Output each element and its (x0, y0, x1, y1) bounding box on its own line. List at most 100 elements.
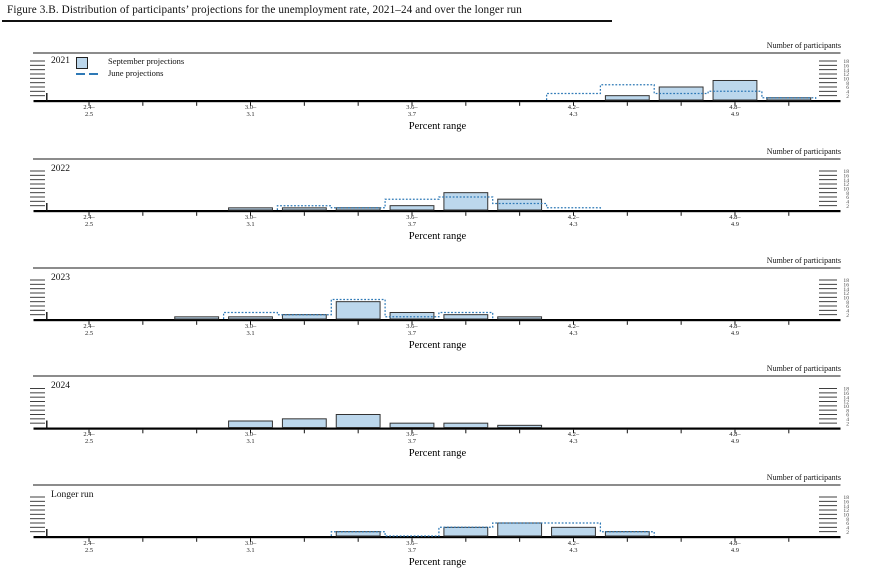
september-bar (281, 418, 327, 428)
right-y-tick-label: 10 (843, 77, 849, 83)
right-y-tick-label: 6 (846, 521, 849, 527)
x-tick-label: 3.0– 3.1 (244, 322, 257, 337)
x-tick-label: 4.8– 4.9 (729, 322, 741, 337)
september-bar (766, 97, 812, 101)
right-y-tick-label: 18 (843, 169, 849, 175)
x-tick-label: 4.8– 4.9 (729, 539, 741, 554)
september-bar (497, 198, 543, 211)
right-y-tick-label: 12 (843, 400, 849, 406)
right-y-tick-label: 6 (846, 413, 849, 419)
x-axis-title-2021: Percent range (408, 121, 467, 132)
legend-june-label: June projections (108, 67, 164, 78)
september-bar (389, 205, 435, 211)
september-bar (497, 424, 543, 429)
legend-september-label: September projections (108, 55, 185, 66)
right-y-tick-label: 4 (846, 200, 849, 206)
june-projection-line (330, 522, 655, 537)
september-bar (604, 95, 650, 101)
right-y-tick-label: 4 (846, 90, 849, 96)
right-y-tick-label: 14 (843, 504, 849, 510)
right-y-tick-label: 4 (846, 309, 849, 315)
x-axis-baseline (33, 319, 841, 322)
right-y-tick-label: 8 (846, 300, 849, 306)
right-y-tick-label: 18 (843, 387, 849, 393)
panel-label-2022: 2022 (51, 164, 70, 174)
september-bar (712, 79, 758, 101)
right-y-tick-label: 4 (846, 417, 849, 423)
x-tick-label: 3.6– 3.7 (406, 539, 418, 554)
right-y-tick-label: 14 (843, 178, 849, 184)
legend-september-swatch (76, 57, 88, 69)
x-tick-label: 3.6– 3.7 (406, 322, 418, 337)
right-y-tick-label: 8 (846, 408, 849, 414)
x-tick-label: 3.6– 3.7 (406, 431, 418, 446)
september-bar (228, 420, 273, 429)
x-axis-title-2023: Percent range (408, 340, 467, 351)
right-y-tick-label: 8 (846, 191, 849, 197)
right-y-tick-label: 2 (846, 313, 849, 319)
right-y-tick-label: 2 (846, 204, 849, 210)
right-y-tick-label: 14 (843, 395, 849, 401)
september-bar (389, 311, 435, 320)
september-bar (443, 526, 489, 537)
figure-title: Figure 3.B. Distribution of participants… (7, 4, 522, 16)
x-tick-label: 4.2– 4.3 (567, 103, 580, 118)
right-y-tick-label: 12 (843, 508, 849, 514)
june-projection-line (222, 298, 494, 319)
panel-label-2024: 2024 (51, 381, 70, 391)
x-axis-title-2024: Percent range (408, 448, 467, 459)
september-bar (443, 192, 489, 211)
panel-label-2023: 2023 (51, 273, 70, 283)
september-bar (228, 207, 273, 211)
right-y-tick-label: 2 (846, 94, 849, 100)
right-y-tick-label: 16 (843, 64, 849, 70)
september-bar (497, 316, 543, 320)
right-axis-title-2024: Number of participants (766, 364, 841, 373)
right-y-tick-label: 2 (846, 530, 849, 536)
right-y-tick-label: 10 (843, 513, 849, 519)
right-y-tick-label: 18 (843, 495, 849, 501)
september-bar (281, 314, 327, 320)
right-axis-title-2022: Number of participants (766, 147, 841, 156)
right-axis-title-longer-run: Number of participants (766, 473, 841, 482)
right-axis-title-2023: Number of participants (766, 256, 841, 265)
x-tick-label: 3.0– 3.1 (244, 103, 257, 118)
x-axis-title-2022: Percent range (408, 231, 467, 242)
september-bar (335, 531, 381, 537)
right-y-tick-label: 10 (843, 404, 849, 410)
september-bar (281, 207, 327, 211)
right-y-tick-label: 16 (843, 174, 849, 180)
x-tick-label: 4.2– 4.3 (567, 322, 580, 337)
title-underline (2, 19, 612, 22)
x-tick-label: 3.0– 3.1 (244, 539, 257, 554)
right-y-tick-label: 12 (843, 291, 849, 297)
right-y-tick-label: 14 (843, 287, 849, 293)
right-y-tick-label: 2 (846, 421, 849, 427)
x-tick-label: 2.4– 2.5 (83, 431, 95, 446)
x-tick-label: 3.0– 3.1 (244, 213, 257, 228)
right-axis-title-2021: Number of participants (766, 41, 841, 50)
september-bar (551, 526, 596, 537)
right-y-tick-label: 6 (846, 195, 849, 201)
right-y-tick-label: 12 (843, 72, 849, 78)
right-y-tick-label: 12 (843, 182, 849, 188)
x-tick-label: 4.8– 4.9 (729, 213, 741, 228)
september-bar (443, 314, 489, 320)
right-y-tick-label: 16 (843, 283, 849, 289)
x-tick-label: 4.2– 4.3 (567, 431, 580, 446)
x-tick-label: 4.2– 4.3 (567, 539, 580, 554)
june-projection-line (545, 84, 817, 100)
right-y-tick-label: 10 (843, 296, 849, 302)
x-tick-label: 3.6– 3.7 (406, 103, 418, 118)
x-axis-baseline (33, 210, 841, 213)
right-y-tick-label: 8 (846, 81, 849, 87)
panel-label-longer-run: Longer run (51, 490, 94, 500)
panel-label-2021: 2021 (51, 56, 70, 66)
september-bar (389, 422, 435, 428)
right-y-tick-label: 18 (843, 59, 849, 65)
x-axis-baseline (33, 100, 841, 103)
right-y-tick-label: 6 (846, 304, 849, 310)
x-tick-label: 3.0– 3.1 (244, 431, 257, 446)
x-tick-label: 4.8– 4.9 (729, 103, 741, 118)
right-y-tick-label: 16 (843, 391, 849, 397)
